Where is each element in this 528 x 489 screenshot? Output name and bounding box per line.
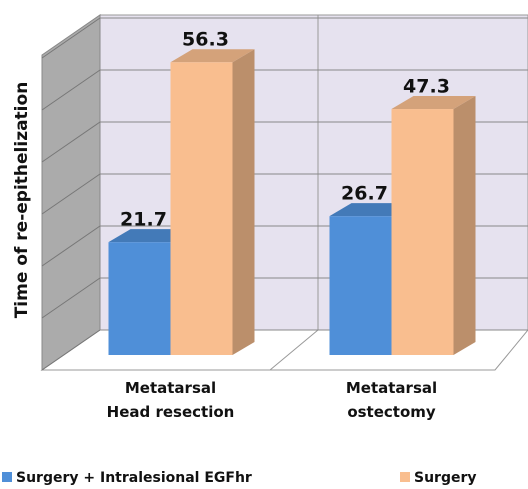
legend-label: Surgery + Intralesional EGFhr	[16, 470, 252, 486]
value-label: 21.7	[120, 209, 167, 231]
value-label: 56.3	[182, 29, 229, 51]
legend-swatch	[2, 472, 12, 482]
bar	[391, 109, 454, 355]
x-tick-label-line: Head resection	[107, 403, 235, 421]
legend-label: Surgery	[414, 470, 477, 486]
bar	[329, 216, 392, 355]
legend-swatch	[400, 472, 410, 482]
bar-top	[170, 49, 255, 63]
grid-line	[41, 173, 101, 215]
grid-line	[41, 17, 101, 59]
y-axis-label: Time of re-epithelization	[12, 82, 32, 319]
value-label: 26.7	[341, 183, 388, 205]
grid-line	[41, 69, 101, 111]
category-divider	[269, 329, 319, 371]
x-tick-label-line: ostectomy	[347, 403, 436, 421]
x-tick-label: Metatarsal Head resection	[107, 379, 235, 421]
bar	[170, 62, 233, 356]
value-label: 47.3	[403, 76, 450, 98]
x-tick-label: Metatarsal ostectomy	[346, 379, 437, 421]
side-wall	[41, 14, 101, 371]
bar-top	[391, 96, 476, 110]
grid-line	[41, 329, 101, 371]
x-tick-label-line: Metatarsal	[125, 379, 216, 397]
grid-line	[41, 277, 101, 319]
bar-side	[232, 49, 255, 356]
grid-line	[41, 225, 101, 267]
grid-line	[41, 121, 101, 163]
x-tick-label-line: Metatarsal	[346, 379, 437, 397]
bar	[108, 242, 171, 355]
bar-side	[453, 96, 476, 355]
